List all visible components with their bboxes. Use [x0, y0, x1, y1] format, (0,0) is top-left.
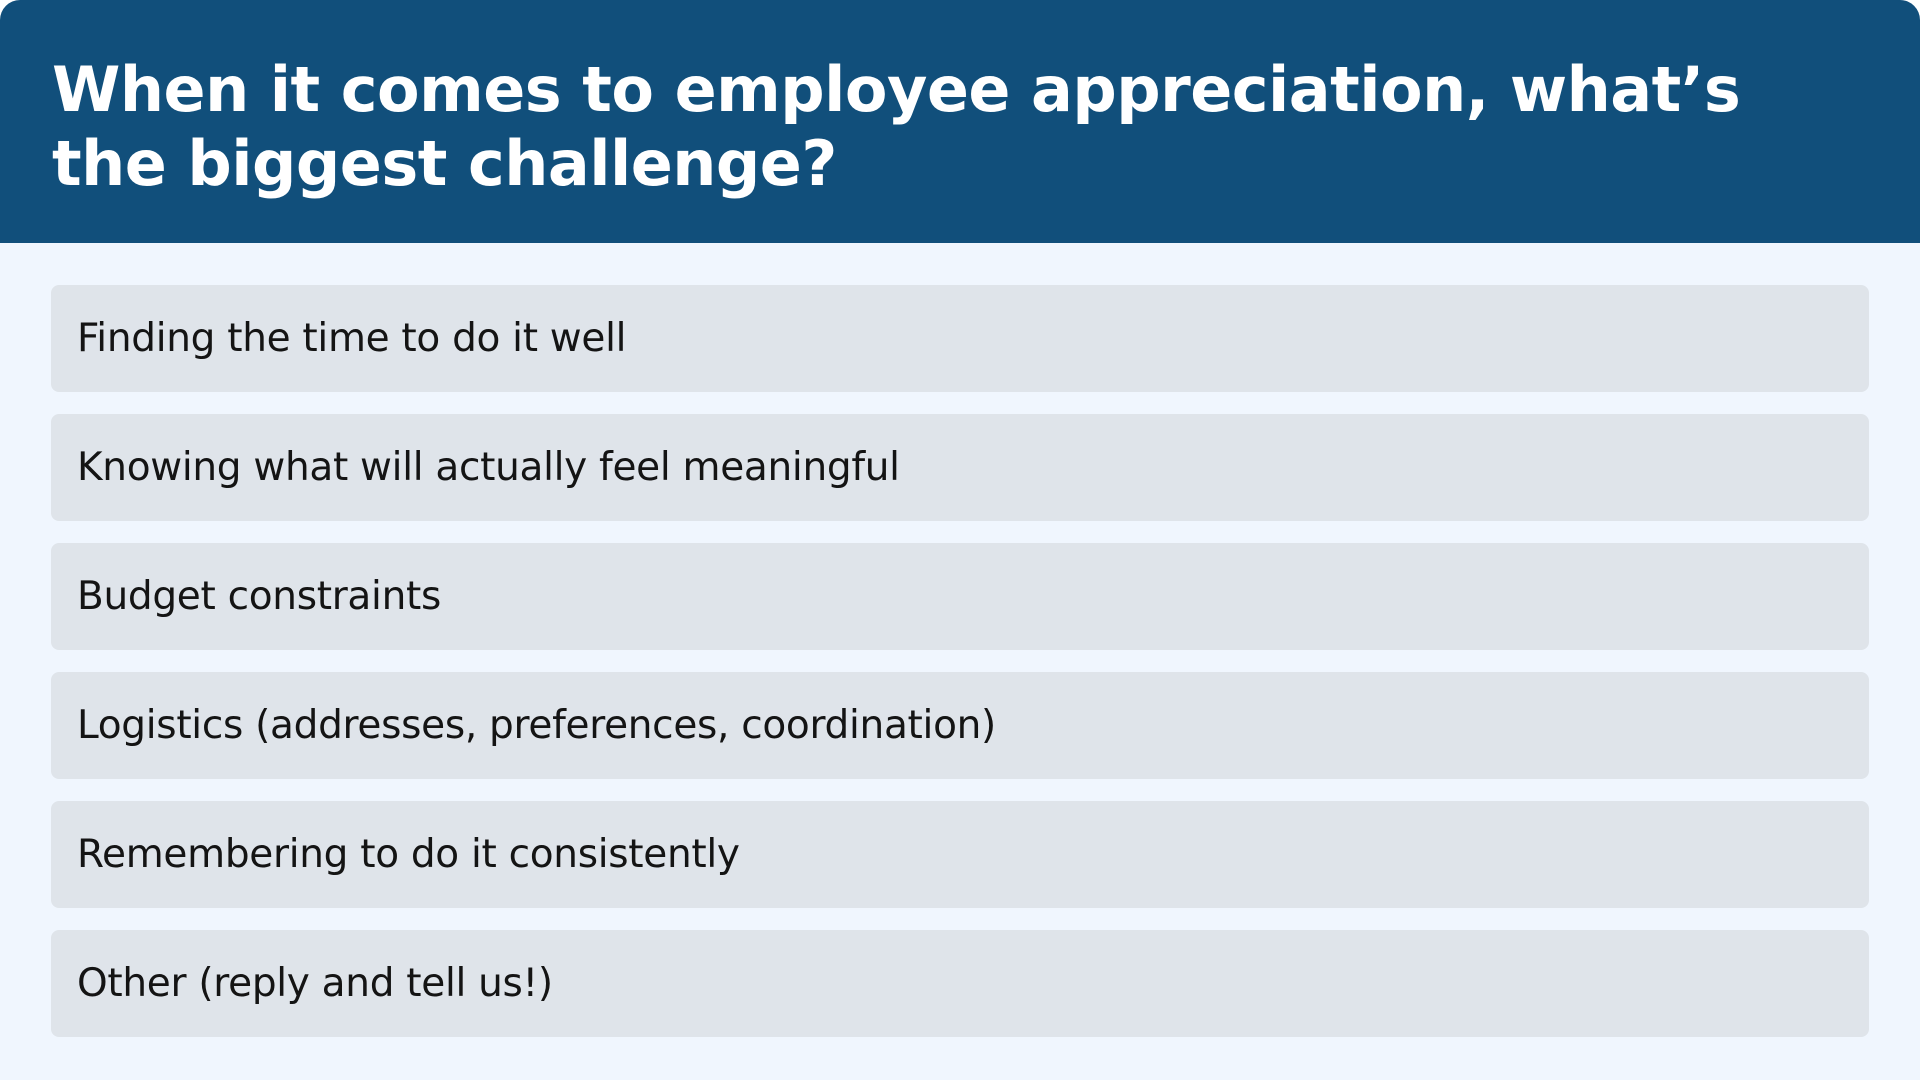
poll-option-consistency[interactable]: Remembering to do it consistently: [51, 801, 1869, 908]
poll-option-label: Budget constraints: [77, 574, 441, 619]
poll-option-time[interactable]: Finding the time to do it well: [51, 285, 1869, 392]
poll-option-meaningful[interactable]: Knowing what will actually feel meaningf…: [51, 414, 1869, 521]
poll-option-label: Remembering to do it consistently: [77, 832, 740, 877]
poll-option-label: Finding the time to do it well: [77, 316, 627, 361]
poll-option-logistics[interactable]: Logistics (addresses, preferences, coord…: [51, 672, 1869, 779]
poll-option-label: Logistics (addresses, preferences, coord…: [77, 703, 996, 748]
poll-option-other[interactable]: Other (reply and tell us!): [51, 930, 1869, 1037]
poll-options-list: Finding the time to do it well Knowing w…: [51, 285, 1869, 1059]
poll-option-budget[interactable]: Budget constraints: [51, 543, 1869, 650]
poll-option-label: Knowing what will actually feel meaningf…: [77, 445, 900, 490]
poll-option-label: Other (reply and tell us!): [77, 961, 553, 1006]
poll-header: When it comes to employee appreciation, …: [0, 0, 1920, 243]
poll-question: When it comes to employee appreciation, …: [52, 53, 1741, 200]
